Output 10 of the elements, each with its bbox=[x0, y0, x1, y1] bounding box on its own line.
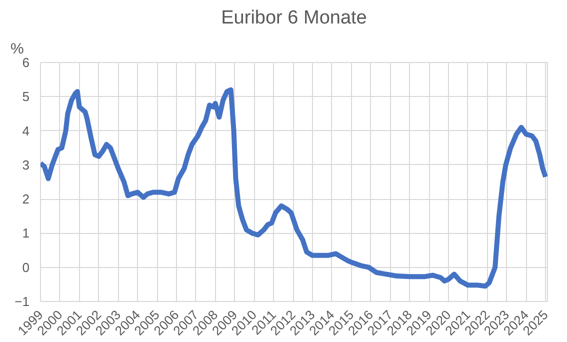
y-axis-title: % bbox=[10, 40, 24, 58]
y-tick-label: 4 bbox=[22, 123, 30, 138]
y-tick-label: 1 bbox=[22, 226, 30, 241]
y-tick-label: 2 bbox=[22, 192, 30, 207]
y-tick-label: 5 bbox=[22, 89, 30, 104]
y-tick-label: 0 bbox=[22, 260, 30, 275]
y-tick-label: 6 bbox=[22, 55, 30, 70]
y-tick-label: 3 bbox=[22, 157, 30, 172]
chart-title: Euribor 6 Monate bbox=[221, 8, 367, 28]
y-tick-label: −1 bbox=[14, 294, 30, 309]
